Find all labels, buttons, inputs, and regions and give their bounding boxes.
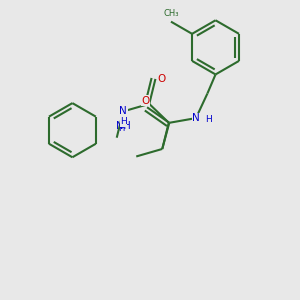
Text: H: H xyxy=(120,118,127,127)
Text: O: O xyxy=(158,74,166,84)
Text: CH₃: CH₃ xyxy=(163,9,179,18)
Text: N: N xyxy=(192,113,200,123)
Text: N: N xyxy=(119,106,127,116)
Text: O: O xyxy=(142,96,150,106)
Text: H: H xyxy=(205,115,212,124)
Text: H: H xyxy=(118,124,125,133)
Text: NH: NH xyxy=(116,121,130,131)
